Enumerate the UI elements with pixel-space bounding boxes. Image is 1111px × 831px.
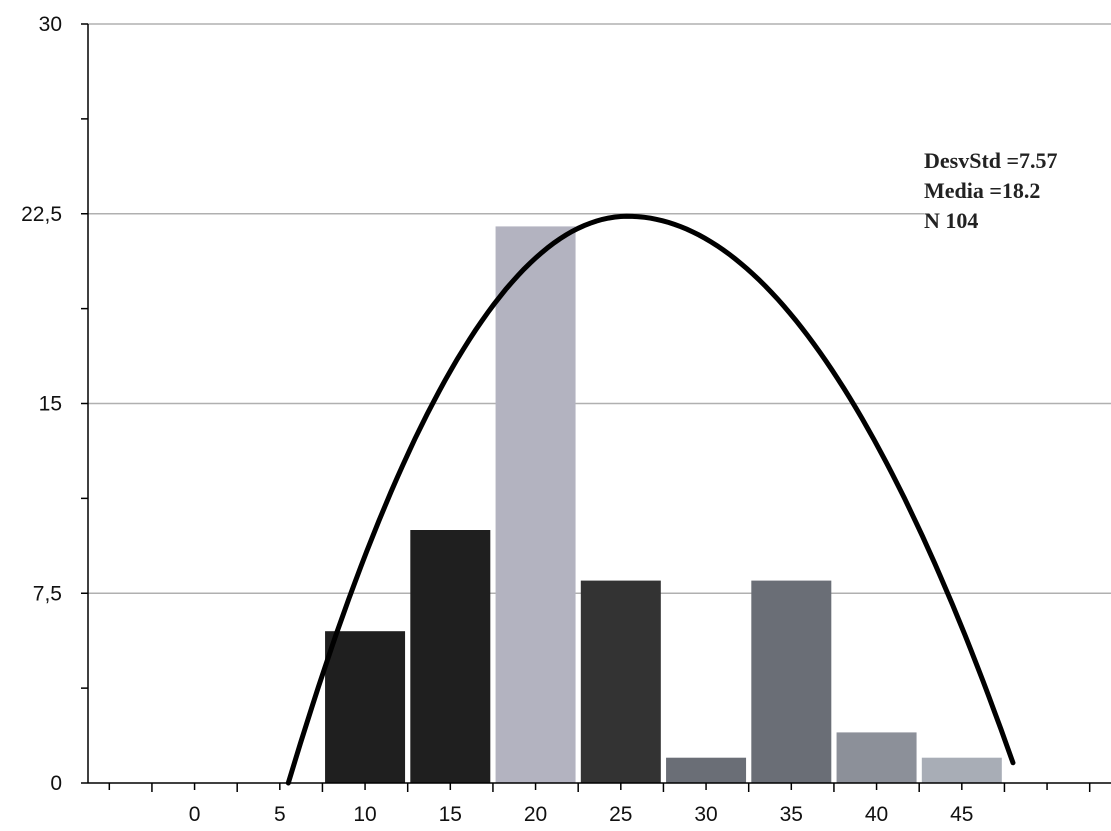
std-dev-label: DesvStd =7.57 — [924, 148, 1058, 173]
bar-20 — [495, 226, 576, 783]
x-tick-label: 25 — [609, 803, 632, 826]
x-tick-label: 30 — [694, 803, 717, 826]
bar-40 — [836, 732, 917, 783]
y-tick-label: 15 — [39, 393, 62, 416]
bar-30 — [666, 757, 747, 783]
bars — [325, 226, 1002, 783]
y-tick-label: 22,5 — [21, 203, 62, 226]
n-label: N 104 — [924, 208, 979, 233]
x-tick-label: 5 — [274, 803, 286, 826]
bar-10 — [325, 631, 406, 783]
x-tick-label: 35 — [780, 803, 803, 826]
x-tick-label: 15 — [439, 803, 462, 826]
tick-labels: 0 7,5 15 22,5 30 0 5 10 15 20 25 30 35 40 45 — [21, 13, 973, 826]
bar-45 — [921, 757, 1002, 783]
grid-lines — [88, 23, 1111, 594]
x-tick-label: 0 — [189, 803, 201, 826]
mean-label: Media =18.2 — [924, 178, 1041, 203]
y-tick-label: 7,5 — [33, 582, 62, 605]
normal-curve — [285, 213, 1016, 786]
x-tick-label: 40 — [865, 803, 888, 826]
bar-15 — [410, 530, 491, 783]
axes — [81, 23, 1111, 792]
x-tick-label: 10 — [353, 803, 376, 826]
y-tick-label: 0 — [50, 772, 62, 795]
bar-35 — [751, 580, 832, 783]
y-tick-label: 30 — [39, 13, 62, 36]
stats-box: DesvStd =7.57 Media =18.2 N 104 — [924, 146, 1111, 236]
normal-curve-line — [285, 213, 1016, 786]
x-tick-label: 20 — [524, 803, 547, 826]
bar-25 — [580, 580, 661, 783]
x-tick-label: 45 — [950, 803, 973, 826]
